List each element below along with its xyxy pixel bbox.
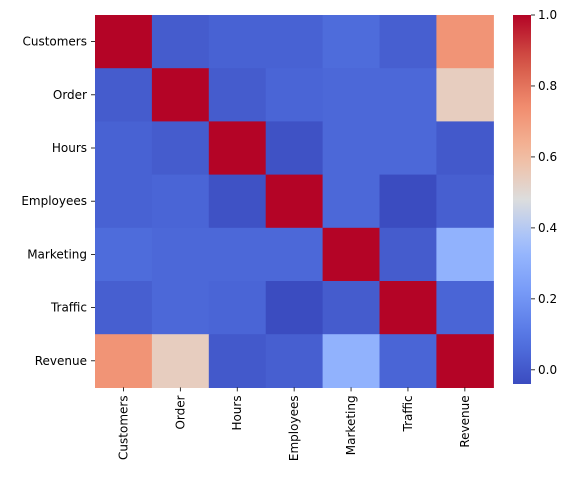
- colorbar-tick-label: 1.0: [538, 8, 557, 22]
- colorbar-tick-label: 0.8: [538, 79, 557, 93]
- heatmap-cells: [95, 15, 494, 388]
- heatmap-cell-3-1: [151, 174, 210, 229]
- x-tick-label: Employees: [287, 395, 301, 461]
- heatmap-cell-1-2: [208, 68, 267, 122]
- heatmap-cell-3-3: [265, 174, 324, 229]
- heatmap-cell-6-2: [208, 334, 267, 388]
- heatmap-cell-6-0: [95, 334, 153, 388]
- heatmap-cell-4-5: [379, 227, 437, 282]
- heatmap-cell-1-4: [322, 68, 381, 122]
- heatmap-cell-3-4: [322, 174, 381, 229]
- heatmap-cell-6-5: [379, 334, 437, 388]
- x-tick-label: Marketing: [344, 395, 358, 455]
- y-tick-label: Traffic: [50, 301, 87, 315]
- heatmap-cell-1-1: [151, 68, 210, 122]
- heatmap-cell-4-0: [95, 227, 153, 282]
- y-tick-label: Customers: [22, 35, 87, 49]
- x-tick-label: Traffic: [401, 395, 415, 432]
- heatmap-cell-5-0: [95, 281, 153, 335]
- heatmap-cell-3-6: [436, 174, 494, 229]
- y-tick-label: Employees: [21, 194, 87, 208]
- heatmap-cell-2-3: [265, 121, 324, 176]
- x-tick-label: Revenue: [458, 395, 472, 447]
- y-tick-labels: Customers Order Hours Employees Marketing Tra…: [21, 35, 95, 368]
- heatmap-cell-6-6: [436, 334, 494, 388]
- heatmap-cell-2-1: [151, 121, 210, 176]
- colorbar-tick-label: 0.0: [538, 363, 557, 377]
- heatmap-cell-0-5: [379, 15, 437, 69]
- y-tick-label: Revenue: [35, 354, 87, 368]
- heatmap-cell-6-4: [322, 334, 381, 388]
- heatmap-cell-2-2: [208, 121, 267, 176]
- heatmap-cell-5-1: [151, 281, 210, 335]
- colorbar: 0.0 0.2 0.4 0.6 0.8 1.0: [513, 8, 557, 384]
- x-tick-label: Hours: [230, 395, 244, 430]
- heatmap-cell-5-5: [379, 281, 437, 335]
- heatmap-cell-1-3: [265, 68, 324, 122]
- heatmap-cell-1-0: [95, 68, 153, 122]
- heatmap-cell-3-2: [208, 174, 267, 229]
- y-tick-label: Order: [53, 88, 87, 102]
- heatmap-cell-0-0: [95, 15, 153, 69]
- heatmap-cell-4-4: [322, 227, 381, 282]
- heatmap-cell-5-4: [322, 281, 381, 335]
- colorbar-tick-label: 0.4: [538, 221, 557, 235]
- y-tick-label: Hours: [52, 141, 87, 155]
- heatmap-cell-5-3: [265, 281, 324, 335]
- heatmap-cell-4-1: [151, 227, 210, 282]
- heatmap-cell-6-3: [265, 334, 324, 388]
- heatmap-cell-0-2: [208, 15, 267, 69]
- colorbar-tick-label: 0.2: [538, 292, 557, 306]
- y-tick-label: Marketing: [27, 247, 87, 261]
- colorbar-gradient: [513, 15, 531, 384]
- heatmap-cell-5-6: [436, 281, 494, 335]
- heatmap-cell-3-0: [95, 174, 153, 229]
- colorbar-tick-label: 0.6: [538, 150, 557, 164]
- heatmap-cell-0-1: [151, 15, 210, 69]
- heatmap-cell-4-6: [436, 227, 494, 282]
- heatmap-cell-0-6: [436, 15, 494, 69]
- heatmap-cell-4-3: [265, 227, 324, 282]
- heatmap-cell-1-5: [379, 68, 437, 122]
- heatmap-cell-3-5: [379, 174, 437, 229]
- heatmap-cell-0-4: [322, 15, 381, 69]
- x-tick-label: Order: [173, 395, 187, 429]
- heatmap-cell-5-2: [208, 281, 267, 335]
- heatmap-cell-0-3: [265, 15, 324, 69]
- x-tick-label: Customers: [116, 395, 130, 460]
- heatmap-cell-1-6: [436, 68, 494, 122]
- heatmap-cell-2-5: [379, 121, 437, 176]
- heatmap-cell-4-2: [208, 227, 267, 282]
- heatmap-cell-2-0: [95, 121, 153, 176]
- heatmap-cell-6-1: [151, 334, 210, 388]
- heatmap-cell-2-6: [436, 121, 494, 176]
- heatmap-cell-2-4: [322, 121, 381, 176]
- x-tick-labels: Customers Order Hours Employees Marketing Tra…: [116, 387, 472, 461]
